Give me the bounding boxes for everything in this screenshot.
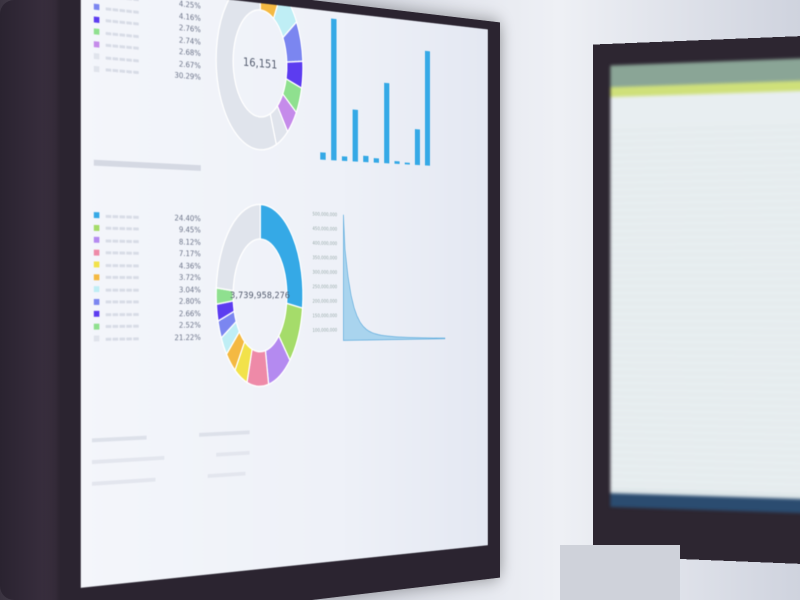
bar xyxy=(373,158,379,163)
legend-pct: 21.22% xyxy=(174,332,201,342)
monitor-stand xyxy=(560,545,680,600)
legend-label: ▬▬▬▬▬ xyxy=(104,321,140,331)
legend-pct: 7.17% xyxy=(178,249,201,259)
legend-swatch xyxy=(93,249,100,256)
bar xyxy=(384,83,390,164)
taskbar xyxy=(610,493,800,514)
legend-item: ▬▬▬▬▬ 21.22% xyxy=(93,331,201,345)
legend-label: ▬▬▬▬▬ xyxy=(104,260,140,270)
section-title xyxy=(93,159,201,171)
legend-label: ▬▬▬▬▬ xyxy=(104,211,140,222)
dashboard-screen: ▬▬▬▬▬4.48%▬▬▬▬▬4.25%▬▬▬▬▬4.16%▬▬▬▬▬2.76%… xyxy=(80,0,488,588)
legend-item: ▬▬▬▬▬ 2.66% xyxy=(93,308,201,321)
main-monitor: ▬▬▬▬▬4.48%▬▬▬▬▬4.25%▬▬▬▬▬4.16%▬▬▬▬▬2.76%… xyxy=(60,0,500,600)
secondary-monitor xyxy=(593,35,800,565)
legend-swatch xyxy=(93,40,100,48)
legend-pct: 4.36% xyxy=(178,261,201,271)
legend-pct: 2.66% xyxy=(178,309,201,318)
bar xyxy=(424,50,430,166)
legend-label: ▬▬▬▬▬ xyxy=(104,235,140,246)
spreadsheet-screen xyxy=(610,57,800,514)
legend-pct: 24.40% xyxy=(174,213,201,223)
legend-label: ▬▬▬▬▬ xyxy=(104,297,140,307)
legend-pct: 2.52% xyxy=(178,321,201,330)
bar xyxy=(331,18,337,161)
legend-item: ▬▬▬▬▬ 2.80% xyxy=(93,296,201,308)
legend-swatch xyxy=(93,224,100,231)
legend-swatch xyxy=(93,323,100,330)
legend-swatch xyxy=(93,28,100,36)
legend-swatch xyxy=(93,335,100,342)
legend-label: ▬▬▬▬▬ xyxy=(104,272,140,282)
area-series xyxy=(343,215,444,341)
legend-label: ▬▬▬▬▬ xyxy=(104,248,140,258)
legend-pct: 8.12% xyxy=(178,237,201,247)
bar xyxy=(394,160,400,165)
legend-item: ▬▬▬▬▬ 4.36% xyxy=(93,259,201,272)
legend-pct: 30.29% xyxy=(174,71,201,82)
legend-label: ▬▬▬▬▬ xyxy=(104,333,140,344)
bottom-donut-legend: ▬▬▬▬▬ 24.40% ▬▬▬▬▬ 9.45% ▬▬▬▬▬ 8.12% ▬▬▬▬▬ 7.17… xyxy=(93,209,201,345)
legend-swatch xyxy=(93,298,100,305)
legend-pct: 9.45% xyxy=(178,225,201,235)
legend-swatch xyxy=(93,274,100,281)
legend-pct: 2.80% xyxy=(178,297,201,306)
legend-pct: 2.68% xyxy=(178,47,201,59)
spreadsheet-grid xyxy=(610,119,800,494)
legend-swatch xyxy=(93,16,100,23)
top-donut-chart: 16,151 xyxy=(214,0,304,154)
legend-item: ▬▬▬▬▬ 3.72% xyxy=(93,271,201,284)
area-chart: 500,000,000 450,000,000 400,000,000 350,000… xyxy=(312,205,446,360)
legend-label: ▬▬▬▬▬ xyxy=(104,223,140,234)
legend-swatch xyxy=(93,286,100,293)
bar-chart xyxy=(312,9,439,183)
bottom-donut-chart: 3,739,958,276 xyxy=(214,201,304,390)
bar xyxy=(341,156,348,162)
legend-swatch xyxy=(93,212,100,219)
legend-pct: 3.72% xyxy=(178,273,201,283)
bar xyxy=(352,109,358,162)
top-donut-center-value: 16,151 xyxy=(242,55,278,72)
legend-swatch xyxy=(93,53,100,60)
legend-label: ▬▬▬▬▬ xyxy=(104,309,140,319)
legend-swatch xyxy=(93,3,100,11)
legend-pct: 2.67% xyxy=(178,59,201,71)
legend-swatch xyxy=(93,261,100,268)
legend-pct: 3.04% xyxy=(178,285,201,295)
bar xyxy=(320,152,326,160)
bar xyxy=(363,156,369,163)
legend-swatch xyxy=(93,237,100,244)
data-table xyxy=(91,419,481,504)
top-donut-legend: ▬▬▬▬▬4.48%▬▬▬▬▬4.25%▬▬▬▬▬4.16%▬▬▬▬▬2.76%… xyxy=(93,0,201,84)
bar xyxy=(414,128,420,166)
legend-swatch xyxy=(93,65,100,73)
bar xyxy=(404,162,410,165)
bottom-donut-center-value: 3,739,958,276 xyxy=(229,290,290,301)
legend-item: ▬▬▬▬▬ 3.04% xyxy=(93,283,201,296)
legend-label: ▬▬▬▬▬ xyxy=(104,284,140,294)
legend-swatch xyxy=(93,311,100,318)
